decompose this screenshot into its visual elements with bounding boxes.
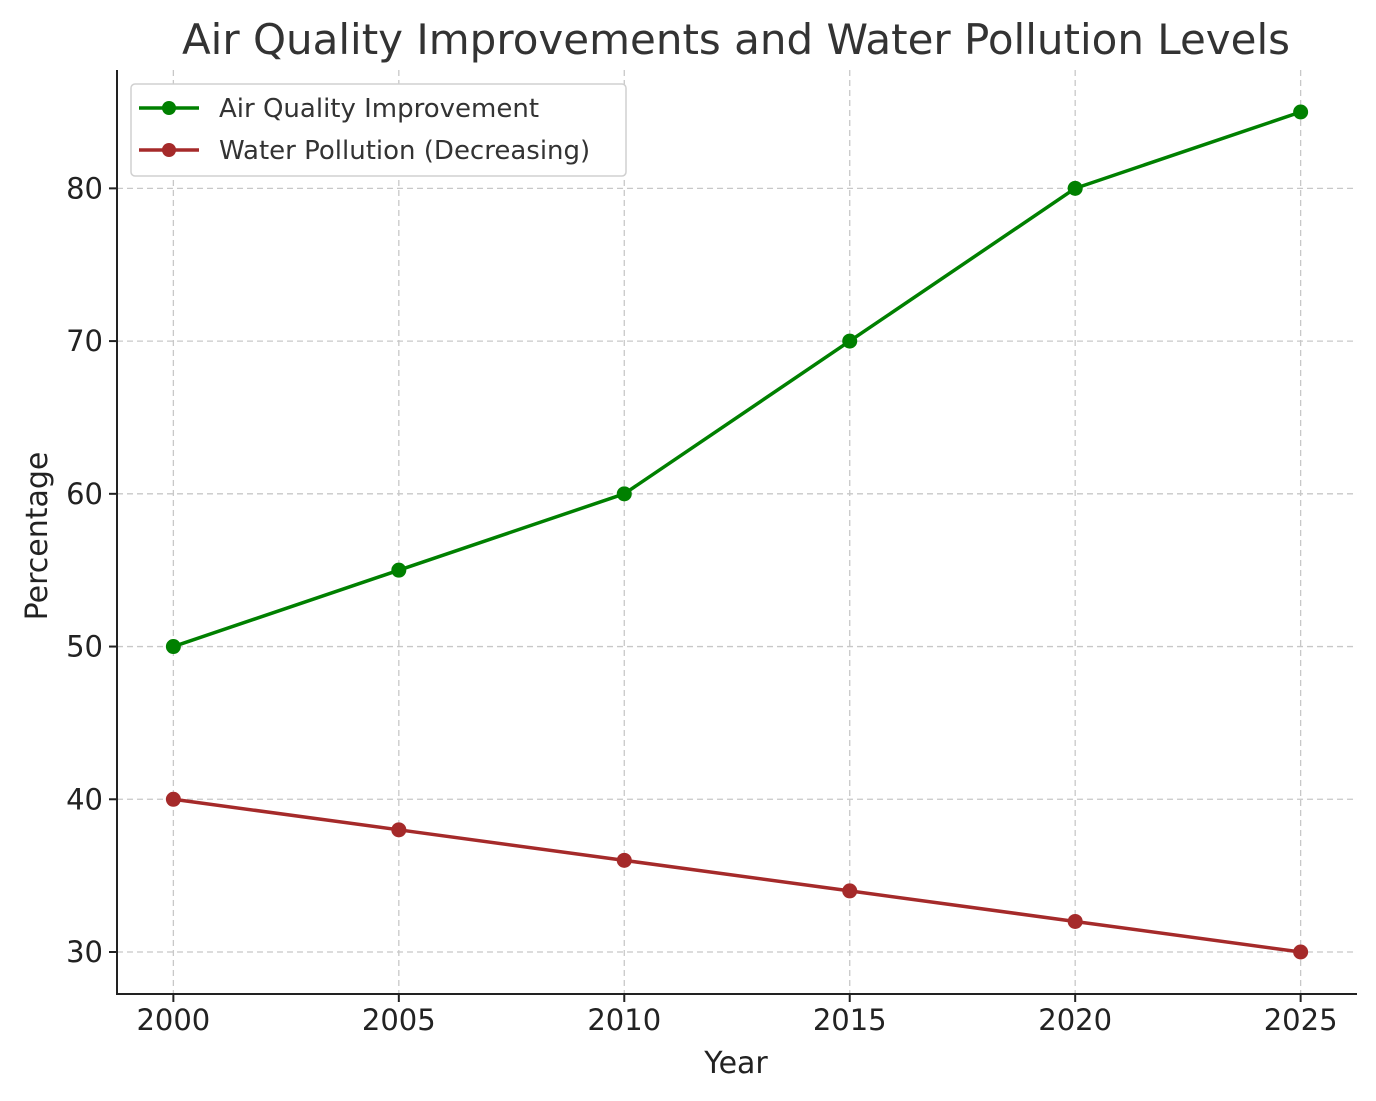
- y-tick-label: 40: [66, 782, 103, 816]
- y-tick-label: 70: [66, 324, 103, 358]
- legend: Air Quality Improvement Water Pollution …: [130, 83, 627, 177]
- x-tick-label: 2020: [1038, 1003, 1112, 1037]
- grid: [117, 70, 1357, 994]
- y-tick-label: 30: [66, 935, 103, 969]
- x-tick-label: 2010: [587, 1003, 661, 1037]
- x-ticks: 2000 2005 2010 2015 2020 2025: [136, 994, 1338, 1037]
- legend-box: [130, 83, 627, 177]
- data-point: [165, 639, 181, 655]
- legend-dot-water-pollution: [162, 143, 176, 157]
- y-tick-label: 80: [66, 171, 103, 205]
- series-line-1: [171, 797, 1303, 954]
- data-point: [1067, 913, 1083, 929]
- data-point: [391, 562, 407, 578]
- legend-label-air-quality: Air Quality Improvement: [219, 94, 539, 124]
- y-tick-label: 50: [66, 630, 103, 664]
- data-point: [616, 486, 632, 502]
- x-tick-label: 2005: [362, 1003, 436, 1037]
- axes: [116, 70, 1357, 995]
- x-tick-label: 2000: [136, 1003, 210, 1037]
- data-point: [842, 333, 858, 349]
- x-tick-label: 2015: [813, 1003, 887, 1037]
- data-point: [165, 791, 181, 807]
- series-line-0: [171, 110, 1303, 649]
- x-axis-label: Year: [703, 1046, 768, 1081]
- data-point: [1293, 104, 1309, 120]
- series: [165, 104, 1309, 960]
- data-point: [1067, 180, 1083, 196]
- y-tick-label: 60: [66, 477, 103, 511]
- legend-dot-air-quality: [162, 101, 176, 115]
- y-axis-label: Percentage: [20, 452, 55, 621]
- data-point: [1293, 944, 1309, 960]
- chart-title: Air Quality Improvements and Water Pollu…: [182, 15, 1290, 64]
- data-point: [616, 852, 632, 868]
- y-ticks: 30 40 50 60 70 80: [66, 171, 117, 969]
- data-point: [842, 883, 858, 899]
- data-point: [391, 822, 407, 838]
- legend-label-water-pollution: Water Pollution (Decreasing): [219, 136, 590, 166]
- x-tick-label: 2025: [1264, 1003, 1338, 1037]
